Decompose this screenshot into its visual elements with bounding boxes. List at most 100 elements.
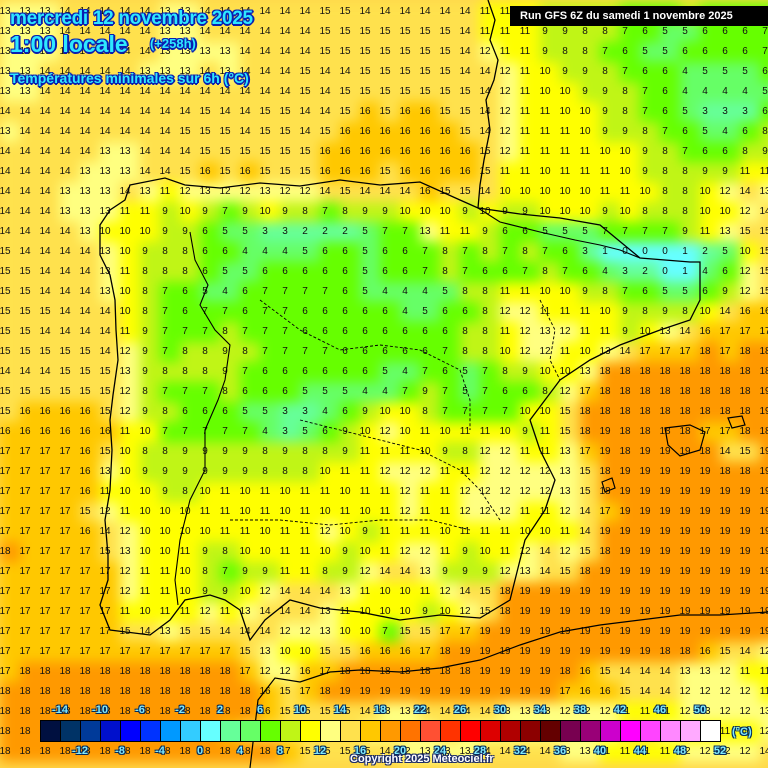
field-cell <box>560 542 580 562</box>
legend-swatch <box>221 721 241 741</box>
field-cell <box>400 382 420 402</box>
field-cell <box>400 82 420 102</box>
field-cell <box>400 302 420 322</box>
field-cell <box>560 442 580 462</box>
legend-swatch <box>621 721 641 741</box>
field-cell <box>40 22 60 42</box>
field-cell <box>600 22 620 42</box>
field-cell <box>740 22 760 42</box>
field-cell <box>240 502 260 522</box>
field-cell <box>180 622 200 642</box>
field-cell <box>660 362 680 382</box>
field-cell <box>480 502 500 522</box>
field-cell <box>740 102 760 122</box>
field-cell <box>180 402 200 422</box>
field-cell <box>120 582 140 602</box>
field-cell <box>640 562 660 582</box>
field-cell <box>340 342 360 362</box>
field-cell <box>360 22 380 42</box>
field-cell <box>540 442 560 462</box>
field-cell <box>760 402 768 422</box>
field-cell <box>500 402 520 422</box>
field-cell <box>0 202 20 222</box>
field-cell <box>0 142 20 162</box>
field-cell <box>720 342 740 362</box>
field-cell <box>740 502 760 522</box>
field-cell <box>20 262 40 282</box>
field-cell <box>320 382 340 402</box>
field-cell <box>80 2 100 22</box>
field-cell <box>120 342 140 362</box>
field-cell <box>560 482 580 502</box>
field-cell <box>200 542 220 562</box>
field-cell <box>740 422 760 442</box>
field-cell <box>380 242 400 262</box>
field-cell <box>520 602 540 622</box>
field-cell <box>40 102 60 122</box>
field-cell <box>180 122 200 142</box>
field-cell <box>240 22 260 42</box>
field-cell <box>420 162 440 182</box>
field-cell <box>640 462 660 482</box>
field-cell <box>520 42 540 62</box>
field-cell <box>260 142 280 162</box>
field-cell <box>580 482 600 502</box>
field-cell <box>300 102 320 122</box>
field-cell <box>20 442 40 462</box>
field-cell <box>280 322 300 342</box>
field-cell <box>260 382 280 402</box>
field-cell <box>160 102 180 122</box>
field-cell <box>620 502 640 522</box>
field-cell <box>640 42 660 62</box>
color-scale-legend <box>40 720 721 742</box>
field-cell <box>600 42 620 62</box>
field-cell <box>100 102 120 122</box>
field-cell <box>180 22 200 42</box>
field-cell <box>360 482 380 502</box>
field-cell <box>280 342 300 362</box>
field-cell <box>280 242 300 262</box>
field-cell <box>180 322 200 342</box>
field-cell <box>320 242 340 262</box>
field-cell <box>760 542 768 562</box>
field-cell <box>60 162 80 182</box>
field-cell <box>0 362 20 382</box>
field-cell <box>180 342 200 362</box>
field-cell <box>440 302 460 322</box>
field-cell <box>480 282 500 302</box>
field-cell <box>760 522 768 542</box>
field-cell <box>160 462 180 482</box>
legend-swatch <box>81 721 101 741</box>
field-cell <box>680 242 700 262</box>
field-cell <box>620 382 640 402</box>
field-cell <box>40 402 60 422</box>
field-cell <box>620 422 640 442</box>
field-cell <box>580 322 600 342</box>
field-cell <box>260 362 280 382</box>
field-cell <box>280 442 300 462</box>
field-cell <box>720 202 740 222</box>
field-cell <box>600 362 620 382</box>
field-cell <box>0 602 20 622</box>
field-cell <box>100 442 120 462</box>
field-cell <box>540 302 560 322</box>
field-cell <box>40 322 60 342</box>
field-cell <box>180 582 200 602</box>
field-cell <box>60 62 80 82</box>
field-cell <box>220 302 240 322</box>
legend-swatch <box>681 721 701 741</box>
field-cell <box>480 462 500 482</box>
field-cell <box>620 342 640 362</box>
field-cell <box>520 282 540 302</box>
legend-swatch <box>341 721 361 741</box>
field-cell <box>140 142 160 162</box>
field-cell <box>640 62 660 82</box>
field-cell <box>760 282 768 302</box>
field-cell <box>180 462 200 482</box>
field-cell <box>420 322 440 342</box>
field-cell <box>380 422 400 442</box>
field-cell <box>440 142 460 162</box>
field-cell <box>640 202 660 222</box>
field-cell <box>400 2 420 22</box>
field-cell <box>300 62 320 82</box>
